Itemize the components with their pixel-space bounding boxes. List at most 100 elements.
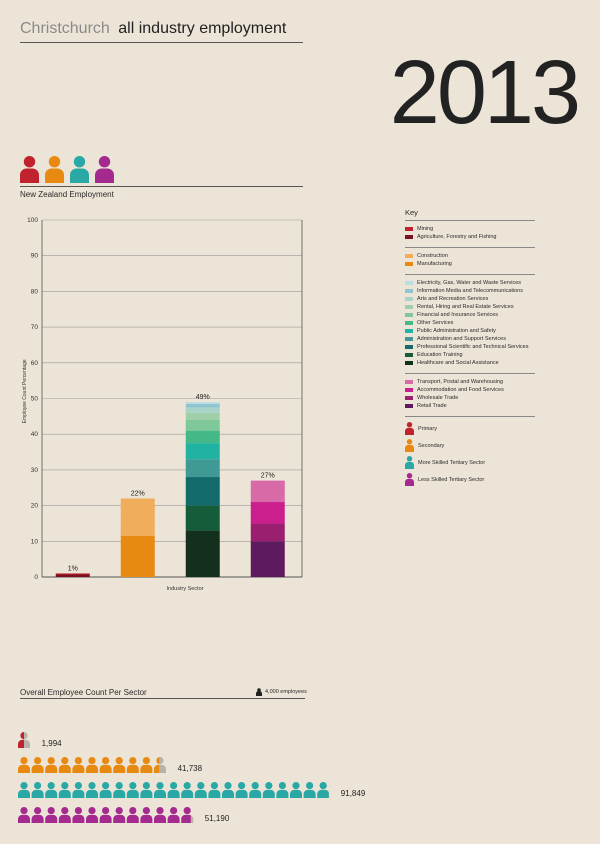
person-icon <box>99 782 112 798</box>
key-category: Primary <box>405 420 535 437</box>
key-item-label: Information Media and Telecommunications <box>417 288 523 294</box>
y-tick-label: 60 <box>31 360 39 367</box>
person-icon <box>276 782 289 798</box>
key-item-label: Manufacturing <box>417 261 452 267</box>
key-swatch <box>405 281 413 285</box>
key-category: Secondary <box>405 437 535 454</box>
y-tick-label: 100 <box>27 217 38 224</box>
person-icon <box>31 807 44 823</box>
category-person-icon <box>95 156 114 183</box>
key-item-label: Transport, Postal and Warehousing <box>417 379 504 385</box>
person-icon <box>45 757 58 773</box>
bar-total-label: 1% <box>68 565 78 572</box>
bar-segment <box>185 403 220 408</box>
y-tick-label: 30 <box>31 467 39 474</box>
person-icon <box>99 807 112 823</box>
category-person-icon <box>405 439 414 452</box>
y-tick-label: 70 <box>31 324 39 331</box>
person-icon <box>86 757 98 773</box>
key-swatch <box>405 297 413 301</box>
person-icon <box>140 757 153 773</box>
person-icon <box>194 782 207 798</box>
unit-legend: 4,000 employees <box>256 688 307 696</box>
person-icon <box>126 807 139 823</box>
person-icon <box>45 807 58 823</box>
key-swatch <box>405 329 413 333</box>
bar-segment <box>185 430 220 444</box>
person-icon <box>58 782 71 798</box>
person-icon <box>167 782 180 798</box>
person-icon <box>113 807 126 823</box>
bar-segment <box>55 573 90 575</box>
person-icon <box>235 782 248 798</box>
person-icon-fill <box>317 782 329 798</box>
key-swatch <box>405 305 413 309</box>
person-icon <box>126 757 139 773</box>
key-item-label: Construction <box>417 253 448 259</box>
person-icon-fill <box>181 807 191 823</box>
key-item: Financial and Insurance Services <box>405 311 535 319</box>
key-item-label: Education Training <box>417 352 463 358</box>
key-item: Transport, Postal and Warehousing <box>405 378 535 386</box>
person-icon <box>181 782 194 798</box>
bar-segment <box>120 498 155 536</box>
person-icon <box>208 782 221 798</box>
key-swatch <box>405 337 413 341</box>
key-swatch <box>405 227 413 231</box>
bar-total-label: 27% <box>261 473 275 480</box>
key-item: Administration and Support Services <box>405 335 535 343</box>
key-item-label: Arts and Recreation Services <box>417 296 489 302</box>
person-icon <box>154 807 166 823</box>
key-swatch <box>405 361 413 365</box>
y-axis-label: Employee Count Percentage <box>22 359 28 423</box>
key-item: Retail Trade <box>405 402 535 410</box>
key-item-label: Mining <box>417 226 434 232</box>
person-icon <box>86 807 98 823</box>
bar-segment <box>185 419 220 431</box>
key-item-label: Wholesale Trade <box>417 395 459 401</box>
x-axis-label: Industry Sector <box>167 586 204 592</box>
title-city: Christchurch <box>20 20 110 37</box>
key-item-label: Administration and Support Services <box>417 336 506 342</box>
overall-rule <box>20 698 305 699</box>
key-swatch <box>405 404 413 408</box>
key-item: Professional Scientific and Technical Se… <box>405 343 535 351</box>
person-icon <box>405 456 414 469</box>
bar-segment <box>185 443 220 460</box>
bar-segment <box>185 477 220 506</box>
bar-segment <box>185 402 220 404</box>
bar-more-skilled-tertiary-sector <box>185 402 220 577</box>
key-item: Construction <box>405 252 535 260</box>
partial-person-icon <box>18 732 30 748</box>
unit-legend-text: 4,000 employees <box>265 689 307 695</box>
key-item: Agriculture, Forestry and Fishing <box>405 233 535 241</box>
key-swatch <box>405 345 413 349</box>
key-item: Healthcare and Social Assistance <box>405 359 535 367</box>
bar-less-skilled-tertiary-sector <box>250 480 285 577</box>
count-label: 1,994 <box>42 739 63 748</box>
person-icon <box>249 782 262 798</box>
key-item: Wholesale Trade <box>405 394 535 402</box>
key-swatch <box>405 313 413 317</box>
year-label: 2013 <box>389 43 581 143</box>
key-title: Key <box>405 208 418 217</box>
nz-employment-label: New Zealand Employment <box>20 190 114 199</box>
key-category: More Skilled Tertiary Sector <box>405 454 535 471</box>
category-person-icon <box>45 156 64 183</box>
key-item: Electricity, Gas, Water and Waste Servic… <box>405 279 535 287</box>
bar-segment <box>185 505 220 531</box>
category-person-icon <box>405 422 414 435</box>
overall-count-label: Overall Employee Count Per Sector <box>20 688 147 697</box>
key-swatch <box>405 289 413 293</box>
count-label: 41,738 <box>178 764 203 773</box>
bar-segment <box>185 407 220 413</box>
category-person-icon <box>405 473 414 486</box>
bar-segment <box>185 530 220 577</box>
key-item: Education Training <box>405 351 535 359</box>
person-icon <box>140 807 153 823</box>
bar-segment <box>250 480 285 503</box>
key-swatch <box>405 396 413 400</box>
person-icon <box>222 782 234 798</box>
key-item: Other Services <box>405 319 535 327</box>
person-icon <box>72 782 85 798</box>
